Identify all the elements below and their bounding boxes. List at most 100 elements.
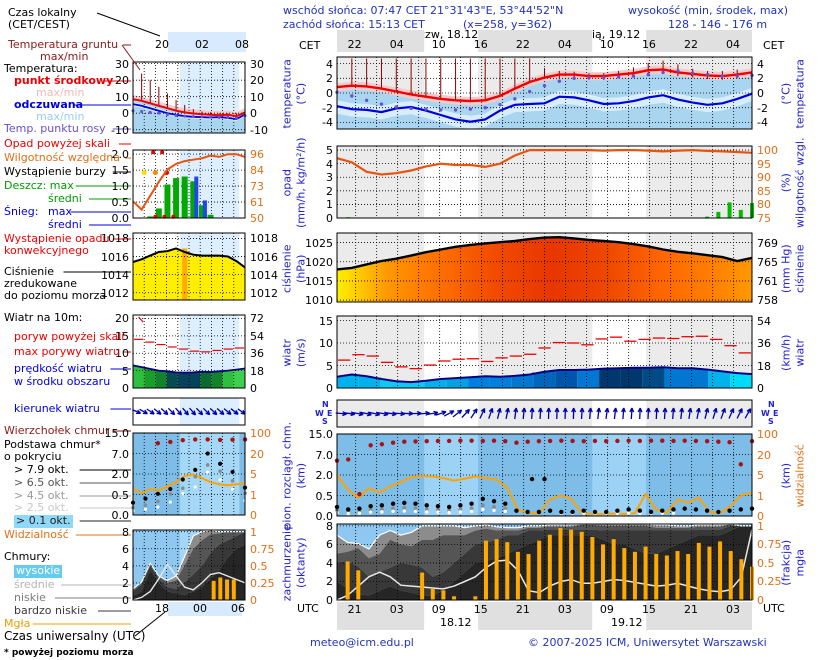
tick-label: 30 (250, 57, 264, 71)
panel-day-band (424, 316, 479, 388)
fog-bar (718, 541, 723, 600)
cloud-base-dot-white (368, 510, 373, 514)
cloud-base-dot-gray (205, 463, 210, 467)
legend-label: (CET/CEST) (8, 18, 70, 31)
tick-label: 100 (757, 428, 778, 441)
tick-label: 4 (326, 556, 333, 570)
tick-label: 1018 (101, 232, 129, 246)
wind-arrow (167, 407, 176, 416)
tick-label: 2 (757, 72, 764, 86)
utc-tick: 03 (726, 603, 741, 616)
legend-label: Mgła (4, 617, 31, 630)
cloud-base-dot (727, 508, 732, 513)
tick-label: 96 (250, 148, 264, 162)
series-line (336, 68, 753, 103)
cloud-base-dot (529, 476, 535, 482)
compass-n: N (768, 400, 775, 409)
legend-label: zredukowane (4, 277, 77, 290)
cet-label-left: CET (299, 39, 321, 52)
utc-tick: 09 (599, 603, 614, 616)
fog-bar (739, 559, 744, 600)
tick-label: 4 (326, 57, 333, 71)
cloud-base-dot-white (346, 511, 350, 516)
compass-e: E (327, 409, 333, 418)
tick-label: 3 (326, 171, 333, 185)
cloud-top-dot (155, 441, 161, 446)
contact-email-link[interactable]: meteo@icm.edu.pl (310, 636, 414, 649)
fog-bar (225, 579, 230, 600)
wind-arrow (132, 409, 142, 415)
panel-border (132, 314, 246, 389)
wind-arrow (744, 408, 752, 419)
dew-point-dot (513, 97, 517, 101)
wind-speed-band (468, 376, 490, 388)
gust-over-scale-mark (138, 316, 144, 323)
cloud-base-dot-white (230, 487, 235, 491)
wind-speed-band (730, 371, 752, 388)
fog-bar (430, 588, 435, 600)
cloud-base-dot-white (380, 510, 384, 514)
mini-top-band (168, 32, 246, 52)
legend-label: Opad powyżej skali (4, 137, 110, 150)
tick-label: 90 (757, 171, 771, 185)
dew-point-dot (140, 110, 144, 114)
copyright-label: © 2007-2025 ICM, Uniwersytet Warszawski (528, 636, 767, 649)
panel-band (180, 398, 240, 425)
cloud-top-dot (446, 438, 452, 444)
mini-bottom-tick: 18 (155, 602, 169, 615)
tick-label: 0 (326, 594, 333, 607)
series-line (132, 364, 246, 374)
wind-arrow (488, 407, 494, 419)
tick-label: 0 (757, 510, 764, 523)
legend-label: Wystąpienie burzy (4, 165, 106, 178)
cloud-base-dot-gray (193, 474, 198, 479)
fog-bar (654, 554, 659, 600)
wind-arrow (230, 408, 239, 415)
tick-label: 6 (122, 542, 129, 556)
wind-arrow (704, 407, 710, 419)
utc-label-right: UTC (763, 602, 785, 615)
tick-label: 0.25 (757, 575, 782, 589)
legend-label: o pokryciu (4, 450, 62, 463)
tick-label: 30 (115, 57, 129, 71)
rain-bar (181, 176, 188, 218)
cloud-top-dot (727, 440, 732, 445)
tick-label: 4 (757, 57, 764, 71)
day1-label: czw, 18.12 (419, 28, 479, 41)
rain-bar (155, 208, 162, 218)
series-line (336, 92, 753, 123)
tick-label: 20 (115, 74, 129, 88)
cloud-base-dot-gray (168, 492, 173, 496)
tick-label: 54 (757, 314, 771, 328)
wind-arrow (195, 407, 204, 416)
wind-speed-band (489, 375, 512, 388)
tick-label: 0.0 (315, 510, 334, 523)
panel-border (132, 149, 246, 219)
tick-label: 2 (122, 576, 129, 590)
wind-speed-band (189, 371, 202, 388)
wind-speed-band (708, 369, 731, 388)
wind-arrow (470, 408, 478, 419)
legend-label: max/min (40, 50, 89, 63)
legend-connector-line (96, 12, 161, 37)
mini-bottom-band (168, 602, 242, 616)
dew-point-dot (174, 113, 178, 117)
cloud-top-dot (346, 457, 351, 462)
cloud-base-dot-white (481, 507, 485, 512)
rain-bar (173, 178, 180, 218)
wind-arrow (496, 407, 502, 419)
tick-label: 0.5 (315, 489, 334, 503)
cloud-top-dot (615, 438, 620, 444)
dew-point-dot (394, 105, 398, 109)
wind-speed-band (380, 376, 403, 388)
cloud-base-dot-white (156, 505, 160, 509)
fog-bar (452, 596, 457, 600)
cloud-base-dot-gray (469, 506, 474, 511)
dew-point-dot (217, 115, 221, 119)
cloud-top-dot (682, 438, 687, 443)
wind-arrow (513, 407, 519, 420)
cloud-top-dot (570, 438, 575, 444)
fog-bar (590, 536, 595, 600)
cet-tick: 22 (683, 38, 698, 51)
fog-bar (218, 577, 223, 600)
